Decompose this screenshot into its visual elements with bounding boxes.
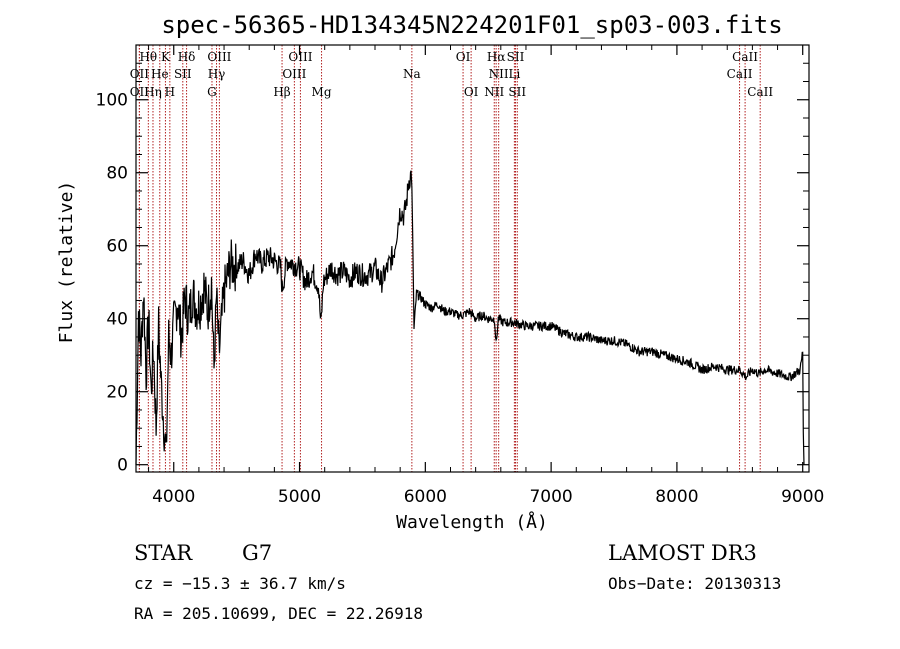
object-type: STAR: [134, 541, 193, 565]
spectral-line-label: Hδ: [178, 50, 196, 64]
spectral-line-label: CaII: [727, 67, 753, 81]
y-tick-label: 60: [106, 237, 128, 257]
y-tick-label: 20: [106, 383, 128, 403]
spectral-line-label: OII: [130, 67, 150, 81]
spectral-line-label: OIII: [288, 50, 312, 64]
spectral-line-label: H: [165, 85, 175, 99]
spectral-line-markers: [138, 45, 761, 472]
plot-frame: [135, 44, 810, 473]
flux-series-line: [135, 170, 805, 465]
redshift-cz: cz = −15.3 ± 36.7 km/s: [134, 574, 346, 593]
spectral-line-label: SII: [508, 85, 526, 99]
spectral-line-label: OIII: [207, 50, 231, 64]
spectral-line-label: Mg: [312, 85, 332, 99]
spectral-line-label: OIII: [282, 67, 306, 81]
spectral-line-label: OI: [456, 50, 471, 64]
spectral-line-label: Hη: [144, 85, 162, 99]
observation-date: Obs−Date: 20130313: [608, 574, 781, 593]
survey-name: LAMOST DR3: [608, 541, 757, 565]
y-tick-label: 40: [106, 310, 128, 330]
y-axis-ticks: 0 20 40 60 80 100: [96, 62, 809, 476]
x-tick-label: 8000: [655, 487, 698, 507]
spectral-line-label: SII: [507, 50, 525, 64]
object-subclass: G7: [242, 541, 272, 565]
x-tick-label: 9000: [781, 487, 824, 507]
spectral-line-label: NII: [484, 85, 504, 99]
x-axis-ticks: 4000 5000 6000 7000 8000 9000: [148, 45, 824, 507]
x-tick-label: 6000: [404, 487, 447, 507]
spectral-line-label: Hγ: [208, 67, 226, 81]
y-tick-label: 0: [117, 456, 128, 476]
spectral-line-label: Hα: [487, 50, 506, 64]
chart-title: spec-56365-HD134345N224201F01_sp03-003.f…: [161, 11, 782, 39]
spectral-line-label: G: [207, 85, 217, 99]
spectral-line-label: Na: [403, 67, 421, 81]
spectral-line-label: NII: [489, 67, 509, 81]
x-tick-label: 4000: [152, 487, 195, 507]
x-tick-label: 7000: [529, 487, 572, 507]
spectral-line-label: He: [151, 67, 169, 81]
y-tick-label: 100: [96, 91, 128, 111]
y-axis-label: Flux (relative): [56, 181, 77, 344]
spectral-line-label: Li: [508, 67, 520, 81]
spectral-line-label: Hθ: [139, 50, 157, 64]
x-axis-label: Wavelength (Å): [396, 511, 548, 533]
coordinates: RA = 205.10699, DEC = 22.26918: [134, 604, 423, 623]
x-tick-label: 5000: [278, 487, 321, 507]
spectral-line-label: OI: [464, 85, 479, 99]
y-tick-label: 80: [106, 164, 128, 184]
spectral-line-label: CaII: [747, 85, 773, 99]
spectral-line-label: K: [161, 50, 171, 64]
spectral-line-label: Hβ: [273, 85, 290, 99]
spectral-line-label: SII: [174, 67, 192, 81]
spectral-line-label: CaII: [732, 50, 758, 64]
spectral-line-label: OII: [130, 85, 150, 99]
